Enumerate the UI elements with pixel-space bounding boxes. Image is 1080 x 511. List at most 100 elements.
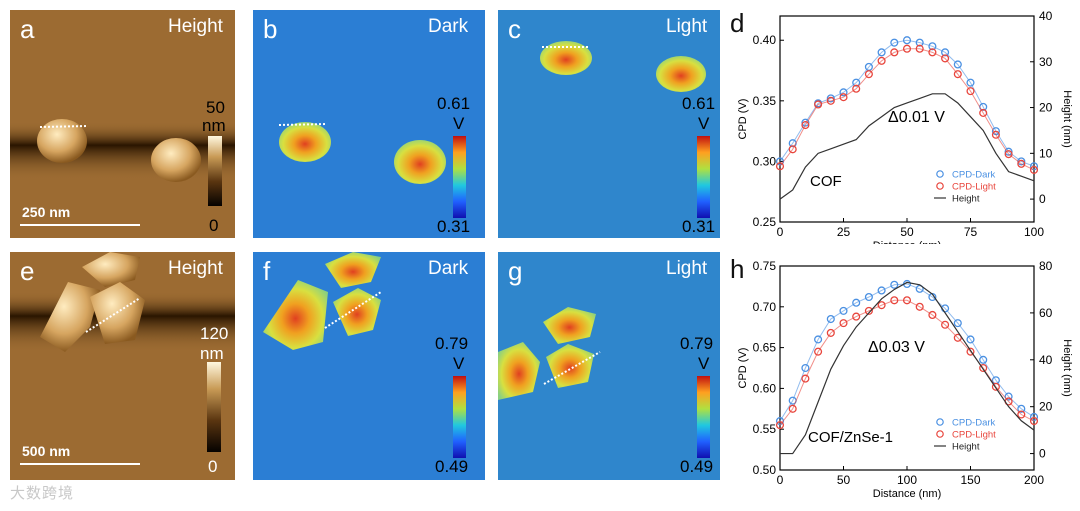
data-point-cpd-light — [1017, 410, 1026, 419]
y-axis-label: CPD (V) — [737, 348, 749, 389]
data-point-cpd-light — [1029, 416, 1039, 426]
data-point-cpd-dark — [826, 314, 835, 324]
scale-bar-label: 250 nm — [22, 204, 71, 220]
data-point-cpd-light — [979, 108, 988, 117]
panel-a-afm-height: a Height 50 nm 0 250 nm — [10, 10, 235, 238]
x-tick-label: 100 — [1024, 225, 1044, 239]
series-line-cpd-light — [779, 299, 1035, 426]
data-point-cpd-dark — [979, 355, 988, 364]
y-tick-label: 0.65 — [753, 341, 777, 355]
y2-tick-label: 20 — [1039, 400, 1053, 414]
data-point-cpd-light — [915, 44, 924, 53]
colorbar-unit: nm — [200, 344, 224, 363]
chart-h-cof-znse-profile: h 0 50 100 150 200 0.50 0.55 0.60 0.65 0.70 0.75 0 20… — [730, 254, 1073, 500]
panel-letter: g — [508, 256, 523, 286]
x-tick-label: 0 — [777, 473, 784, 487]
data-point-cpd-dark — [1004, 147, 1013, 156]
data-point-cpd-dark — [890, 280, 899, 289]
colorbar-unit: V — [698, 114, 710, 133]
data-point-cpd-dark — [953, 60, 962, 69]
y2-tick-label: 30 — [1039, 55, 1053, 69]
panel-title: Height — [168, 258, 223, 279]
afm-image-e — [10, 252, 235, 480]
legend-marker-cpd-light — [936, 182, 944, 190]
data-point-cpd-light — [902, 296, 912, 305]
sample-label: COF — [810, 173, 842, 190]
x-tick-label: 0 — [777, 225, 784, 239]
data-point-cpd-light — [864, 306, 873, 315]
panel-letter: b — [263, 14, 278, 44]
legend-label: CPD-Dark — [952, 170, 996, 181]
series-line-height — [779, 93, 1035, 200]
data-point-cpd-light — [801, 374, 810, 383]
data-point-cpd-light — [928, 310, 937, 320]
delta-annotation: Δ0.01 V — [888, 109, 945, 126]
data-point-cpd-light — [979, 363, 988, 373]
data-point-cpd-light — [864, 70, 873, 79]
data-point-cpd-light — [788, 145, 797, 154]
data-point-cpd-dark — [826, 94, 835, 103]
data-point-cpd-light — [890, 48, 899, 57]
data-point-cpd-light — [814, 100, 823, 109]
data-point-cpd-light — [1017, 159, 1026, 168]
x-tick-label: 25 — [837, 225, 851, 239]
chart-d-cof-profile: d 0 25 50 75 100 0.25 0.30 0.35 0.40 0 10 20 30 40 Dist… — [730, 8, 1073, 244]
legend-marker-cpd-dark — [936, 418, 944, 426]
y2-tick-label: 40 — [1039, 353, 1053, 367]
y-tick-label: 0.70 — [753, 300, 777, 314]
data-point-cpd-dark — [839, 88, 848, 97]
y2-tick-label: 0 — [1039, 447, 1046, 461]
series-line-cpd-light — [779, 48, 1035, 171]
data-point-cpd-light — [839, 319, 848, 328]
legend-label: CPD-Dark — [952, 418, 996, 429]
colorbar-max: 0.79 — [435, 334, 469, 353]
y-axis-label: CPD (V) — [737, 99, 749, 140]
data-point-cpd-dark — [839, 306, 848, 315]
legend-label: Height — [952, 442, 980, 453]
data-point-cpd-dark — [877, 286, 886, 295]
y-tick-label: 0.60 — [753, 381, 777, 395]
delta-annotation: Δ0.03 V — [868, 339, 925, 356]
colorbar-unit: nm — [202, 116, 226, 135]
panel-letter: h — [730, 254, 744, 284]
data-point-cpd-dark — [890, 38, 899, 47]
watermark: 大数跨境 — [10, 484, 75, 502]
data-point-cpd-light — [953, 333, 962, 342]
data-point-cpd-dark — [852, 78, 861, 87]
data-point-cpd-light — [966, 347, 975, 356]
panel-letter: d — [730, 8, 744, 38]
y2-axis-label: Height (nm) — [1061, 339, 1073, 396]
series-line-height — [780, 281, 1035, 455]
colorbar-max: 50 — [206, 98, 225, 117]
data-point-cpd-dark — [902, 36, 912, 45]
x-axis-label: Distance (nm) — [873, 488, 941, 500]
data-point-cpd-light — [915, 302, 924, 311]
y-tick-label: 0.25 — [753, 215, 777, 229]
data-point-cpd-light — [928, 48, 937, 57]
data-point-cpd-dark — [877, 48, 886, 57]
data-point-cpd-light — [991, 130, 1000, 139]
panel-f-kpfm-dark: f Dark 0.79 V 0.49 — [253, 252, 485, 480]
data-point-cpd-light — [991, 382, 1000, 391]
data-point-cpd-light — [877, 56, 886, 65]
data-point-cpd-dark — [814, 335, 823, 344]
data-point-cpd-light — [775, 421, 785, 430]
series-line-cpd-dark — [779, 283, 1035, 422]
colorbar-min: 0.31 — [437, 217, 471, 236]
scale-bar — [20, 463, 140, 465]
panel-title: Dark — [428, 258, 469, 279]
y-tick-label: 0.40 — [753, 33, 777, 47]
data-point-cpd-dark — [966, 78, 975, 87]
colorbar-min: 0 — [209, 216, 219, 235]
panel-title: Height — [168, 16, 223, 37]
y2-tick-label: 80 — [1039, 259, 1053, 273]
panel-c-kpfm-light: c Light 0.61 V 0.31 — [498, 10, 720, 238]
data-point-cpd-dark — [1004, 392, 1013, 401]
panel-e-afm-height: e Height 120 nm 0 500 nm — [10, 252, 235, 480]
data-point-cpd-dark — [915, 38, 924, 47]
x-tick-label: 50 — [837, 473, 851, 487]
panel-title: Dark — [428, 16, 469, 37]
colorbar-min: 0.49 — [680, 457, 714, 476]
panel-g-kpfm-light: g Light 0.79 V 0.49 — [498, 252, 720, 480]
panel-letter: e — [20, 256, 35, 286]
